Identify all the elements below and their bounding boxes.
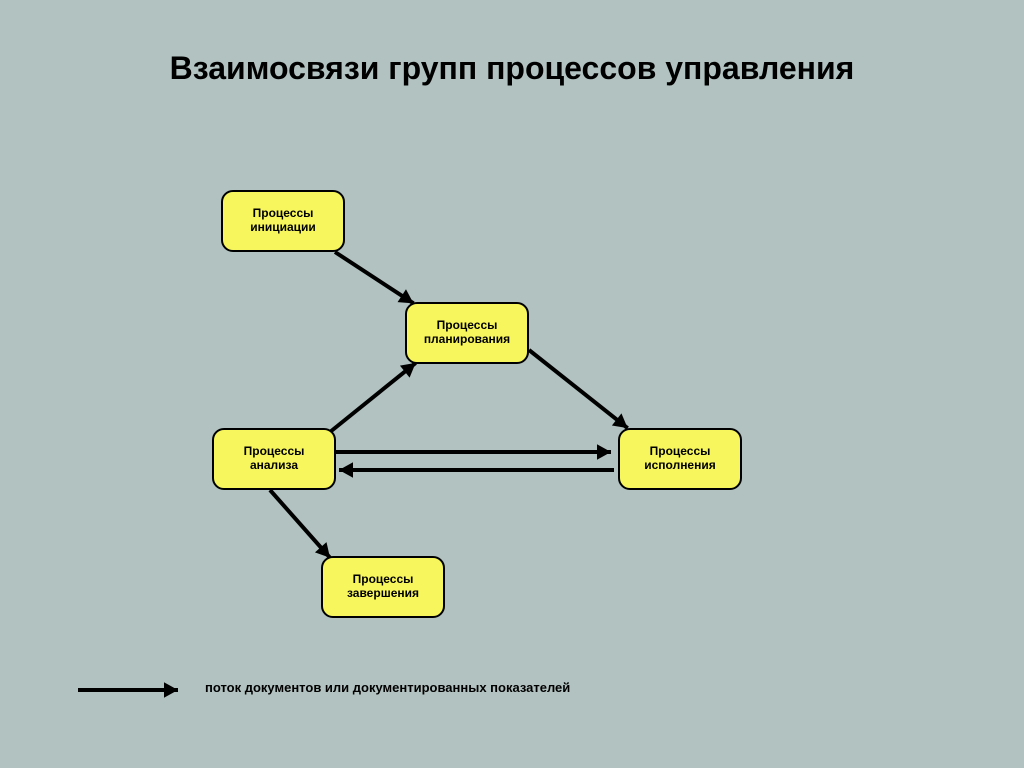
edges-layer: [0, 0, 1024, 768]
node-exec: Процессы исполнения: [618, 428, 742, 490]
node-init: Процессы инициации: [221, 190, 345, 252]
edge-analysis-plan: [330, 363, 416, 432]
diagram-title: Взаимосвязи групп процессов управления: [0, 50, 1024, 87]
edge-init-plan: [335, 252, 413, 303]
diagram-canvas: Взаимосвязи групп процессов управления П…: [0, 0, 1024, 768]
node-close: Процессы завершения: [321, 556, 445, 618]
edge-plan-exec: [529, 350, 628, 428]
edge-analysis-close: [270, 490, 330, 558]
legend-text: поток документов или документированных п…: [205, 680, 625, 695]
node-analysis: Процессы анализа: [212, 428, 336, 490]
node-plan: Процессы планирования: [405, 302, 529, 364]
